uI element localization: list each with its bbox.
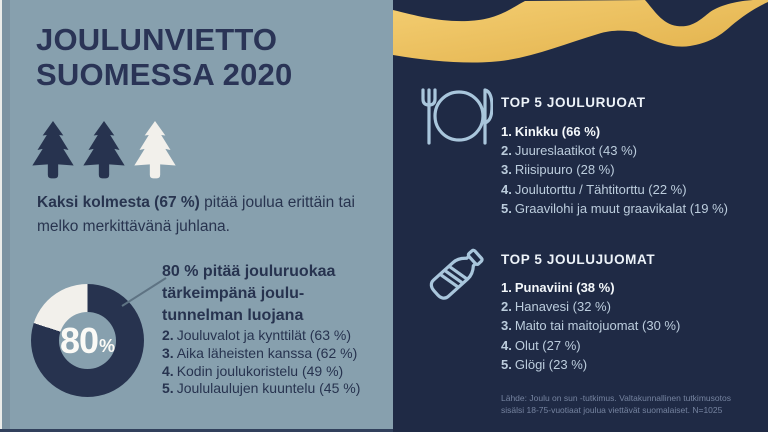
donut-value-label: 80 % [31, 284, 144, 397]
top5-food-list: 1. Kinkku (66 %) 2. Juureslaatikot (43 %) … [501, 122, 728, 218]
christmas-tree-icons [30, 120, 178, 182]
left-edge-shade [2, 0, 10, 432]
tree-icon-dark-2 [83, 121, 125, 179]
list-item: 2. Jouluvalot ja kynttilät (63 %) [162, 327, 351, 343]
drinks-section-heading: TOP 5 JOULUJUOMAT [501, 252, 656, 267]
left-panel: JOULUNVIETTO SUOMESSA 2020 Kaksi kolmest… [0, 0, 393, 432]
left-edge-highlight [0, 0, 2, 432]
tree-icon-light [134, 121, 176, 179]
connector-line [121, 277, 167, 307]
list-item: 4. Olut (27 %) [501, 337, 581, 353]
list-item: 5. Joululaulujen kuuntelu (45 %) [162, 380, 361, 397]
list-item: 3. Maito tai maitojuomat (30 %) [501, 318, 681, 334]
plate-fork-knife-icon [421, 88, 493, 145]
list-item: 4. Joulutorttu / Tähtitorttu (22 %) [501, 181, 687, 197]
source-note: Lähde: Joulu on sun -tutkimus. Valtakunn… [501, 393, 731, 415]
intro-statement: Kaksi kolmesta (67 %) pitää joulua eritt… [37, 191, 369, 238]
bottle-icon [429, 248, 484, 300]
intro-statement-rest: pitää joulua erittäin tai melko merkittä… [37, 194, 355, 235]
tree-icon-dark-1 [32, 121, 74, 179]
bottom-edge-strip [0, 429, 393, 432]
mood-creators-list: 2. Jouluvalot ja kynttilät (63 %) 3. Aika … [162, 327, 360, 398]
donut-percent-sign: % [99, 336, 116, 356]
list-item: 3. Aika läheisten kanssa (62 %) [162, 344, 358, 361]
list-item: 5. Glögi (23 %) [501, 356, 588, 372]
list-item: 2. Juureslaatikot (43 %) [501, 143, 637, 159]
list-item: 4. Kodin joulukoristelu (49 %) [162, 362, 344, 379]
intro-statement-bold: Kaksi kolmesta (67 %) [37, 194, 200, 211]
donut-value: 80 [59, 319, 99, 361]
list-item: 1. Punaviini (38 %) [501, 280, 615, 295]
list-item: 3. Riisipuuro (28 %) [501, 162, 615, 178]
list-item: 2. Hanavesi (32 %) [501, 299, 611, 315]
food-importance-headline: 80 % pitää jouluruokaa tärkeimpänä joulu… [162, 263, 336, 324]
top5-drinks-list: 1. Punaviini (38 %) 2. Hanavesi (32 %) 3. M… [501, 278, 680, 374]
right-panel: TOP 5 JOULURUOAT 1. Kinkku (66 %) 2. Juure… [393, 0, 768, 432]
donut-chart: 80 % [31, 284, 144, 397]
list-item: 1. Kinkku (66 %) [501, 124, 601, 139]
donut-hole [59, 312, 116, 369]
food-section-heading: TOP 5 JOULURUOAT [501, 95, 646, 110]
gold-wave-decoration [393, 0, 768, 63]
list-item: 5. Graavilohi ja muut graavikalat (19 %) [501, 200, 728, 216]
page-title: JOULUNVIETTO SUOMESSA 2020 [36, 22, 293, 92]
